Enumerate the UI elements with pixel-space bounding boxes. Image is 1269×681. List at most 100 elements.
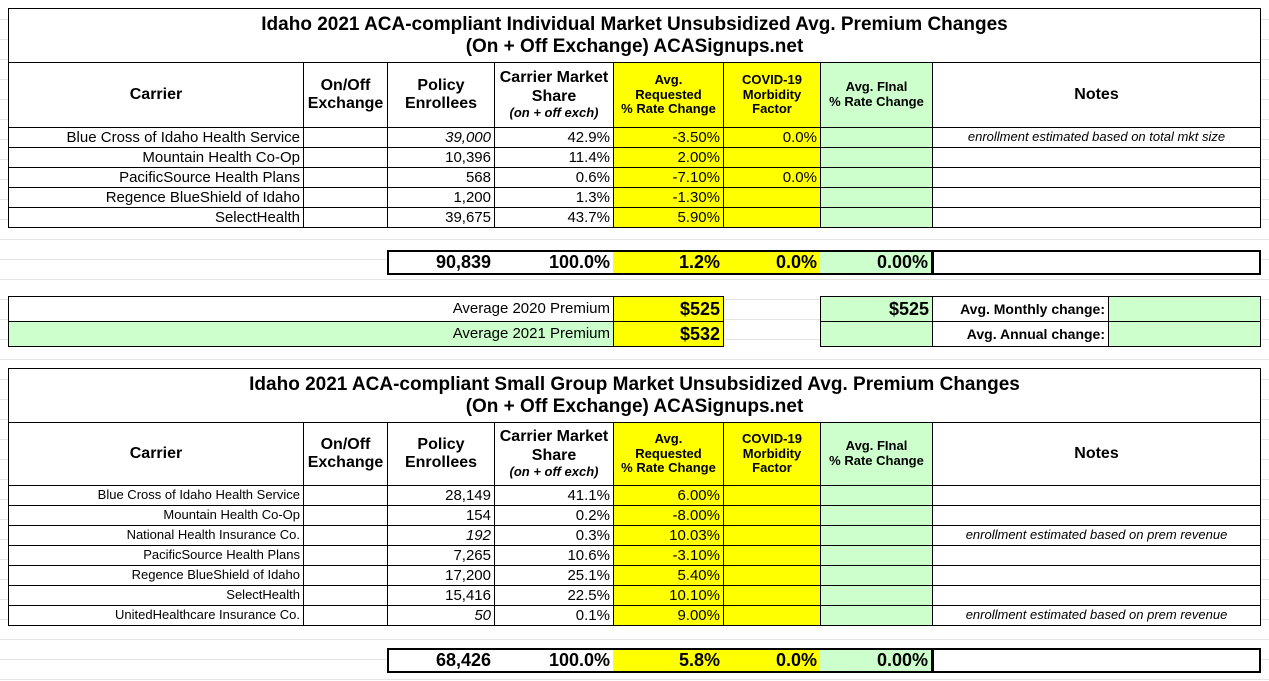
requested-cell: 5.90% bbox=[613, 207, 724, 228]
table-title: Idaho 2021 ACA-compliant Small Group Mar… bbox=[8, 368, 1261, 423]
notes-value: enrollment estimated based on total mkt … bbox=[967, 129, 1226, 145]
requested-cell: -1.30% bbox=[613, 187, 724, 208]
carrier-value: SelectHealth bbox=[214, 208, 300, 226]
enrollees-value: 7,265 bbox=[453, 546, 491, 564]
share-cell: 0.6% bbox=[494, 167, 614, 188]
header-text: Morbidity bbox=[742, 86, 802, 102]
requested-cell: 10.10% bbox=[613, 585, 724, 606]
final-premium: $525 bbox=[820, 296, 933, 322]
premium-label-text: Average 2021 Premium bbox=[452, 325, 610, 343]
notes-cell bbox=[932, 207, 1261, 228]
exchange-cell bbox=[303, 167, 388, 188]
enrollees-cell: 154 bbox=[387, 505, 495, 526]
subtitle: (On + Off Exchange) ACASignups.net bbox=[465, 35, 804, 57]
total-value: 0.0% bbox=[775, 650, 817, 671]
column-header: Avg. Requested% Rate Change bbox=[613, 422, 724, 486]
total-cell: 5.8% bbox=[613, 648, 724, 673]
final-premium-text: $525 bbox=[888, 298, 929, 319]
column-header: On/Off Exchange bbox=[303, 422, 388, 486]
requested-cell: 9.00% bbox=[613, 605, 724, 626]
total-value: 1.2% bbox=[678, 252, 720, 273]
header-text: Avg. FInal bbox=[845, 79, 908, 95]
header-text: COVID-19 bbox=[742, 430, 802, 446]
covid-cell bbox=[723, 525, 821, 546]
covid-value: 0.0% bbox=[782, 128, 817, 146]
column-header: COVID-19 Morbidity Factor bbox=[723, 62, 821, 128]
share-cell: 43.7% bbox=[494, 207, 614, 228]
share-value: 10.6% bbox=[567, 546, 610, 564]
header-text: Exchange bbox=[307, 95, 384, 112]
carrier-cell: SelectHealth bbox=[8, 207, 304, 228]
enrollees-value: 17,200 bbox=[445, 566, 491, 584]
share-value: 1.3% bbox=[575, 188, 610, 206]
exchange-cell bbox=[303, 485, 388, 506]
covid-cell: 0.0% bbox=[723, 127, 821, 148]
header-text: Share bbox=[531, 87, 577, 105]
notes-cell bbox=[932, 585, 1261, 606]
carrier-value: Blue Cross of Idaho Health Service bbox=[66, 128, 300, 146]
total-value: 0.0% bbox=[775, 252, 817, 273]
total-value: 100.0% bbox=[548, 252, 610, 273]
header-text: Morbidity bbox=[742, 445, 802, 461]
column-header: Avg. FInal% Rate Change bbox=[820, 62, 933, 128]
requested-value: 10.10% bbox=[669, 586, 720, 604]
share-value: 0.1% bbox=[575, 606, 610, 624]
exchange-cell bbox=[303, 127, 388, 148]
share-value: 22.5% bbox=[567, 586, 610, 604]
enrollees-cell: 39,000 bbox=[387, 127, 495, 148]
column-header: Carrier bbox=[8, 62, 304, 128]
header-text: Exchange bbox=[307, 454, 384, 471]
header-text: Notes bbox=[1074, 444, 1119, 462]
exchange-cell bbox=[303, 147, 388, 168]
share-cell: 0.3% bbox=[494, 525, 614, 546]
carrier-value: SelectHealth bbox=[226, 587, 300, 603]
enrollees-value: 154 bbox=[465, 506, 491, 524]
requested-value: -8.00% bbox=[672, 506, 720, 524]
share-value: 0.3% bbox=[575, 526, 610, 544]
requested-cell: 10.03% bbox=[613, 525, 724, 546]
final-premium bbox=[820, 321, 933, 347]
final-cell bbox=[820, 167, 933, 188]
column-header: Notes bbox=[932, 62, 1261, 128]
header-text: Avg. FInal bbox=[845, 438, 908, 454]
title: Idaho 2021 ACA-compliant Individual Mark… bbox=[261, 13, 1008, 35]
enrollees-cell: 15,416 bbox=[387, 585, 495, 606]
total-notes-cell bbox=[932, 648, 1261, 673]
covid-cell bbox=[723, 505, 821, 526]
share-value: 25.1% bbox=[567, 566, 610, 584]
requested-cell: -3.50% bbox=[613, 127, 724, 148]
carrier-cell: National Health Insurance Co. bbox=[8, 525, 304, 546]
share-cell: 25.1% bbox=[494, 565, 614, 586]
share-cell: 42.9% bbox=[494, 127, 614, 148]
final-cell bbox=[820, 147, 933, 168]
share-cell: 1.3% bbox=[494, 187, 614, 208]
total-value: 0.00% bbox=[876, 650, 928, 671]
share-cell: 0.1% bbox=[494, 605, 614, 626]
total-cell: 1.2% bbox=[613, 250, 724, 275]
enrollees-value: 50 bbox=[474, 606, 491, 624]
change-label: Avg. Annual change: bbox=[932, 321, 1109, 347]
carrier-value: National Health Insurance Co. bbox=[126, 527, 300, 543]
carrier-value: PacificSource Health Plans bbox=[143, 547, 300, 563]
enrollees-cell: 50 bbox=[387, 605, 495, 626]
enrollees-cell: 10,396 bbox=[387, 147, 495, 168]
covid-cell bbox=[723, 207, 821, 228]
header-note: (on + off exch) bbox=[509, 463, 599, 479]
requested-value: 5.90% bbox=[677, 208, 720, 226]
requested-value: 9.00% bbox=[677, 606, 720, 624]
covid-cell bbox=[723, 585, 821, 606]
header-text: Enrollees bbox=[404, 95, 478, 112]
notes-cell bbox=[932, 485, 1261, 506]
header-text: Avg. bbox=[654, 71, 683, 87]
header-text: Requested bbox=[635, 445, 702, 461]
enrollees-value: 568 bbox=[465, 168, 491, 186]
total-value: 90,839 bbox=[435, 252, 491, 273]
exchange-cell bbox=[303, 187, 388, 208]
header-text: Factor bbox=[752, 460, 792, 476]
premium-value-text: $525 bbox=[679, 298, 720, 319]
requested-value: -3.50% bbox=[672, 128, 720, 146]
final-cell bbox=[820, 585, 933, 606]
covid-cell bbox=[723, 565, 821, 586]
header-text: Enrollees bbox=[404, 454, 478, 471]
covid-cell bbox=[723, 147, 821, 168]
